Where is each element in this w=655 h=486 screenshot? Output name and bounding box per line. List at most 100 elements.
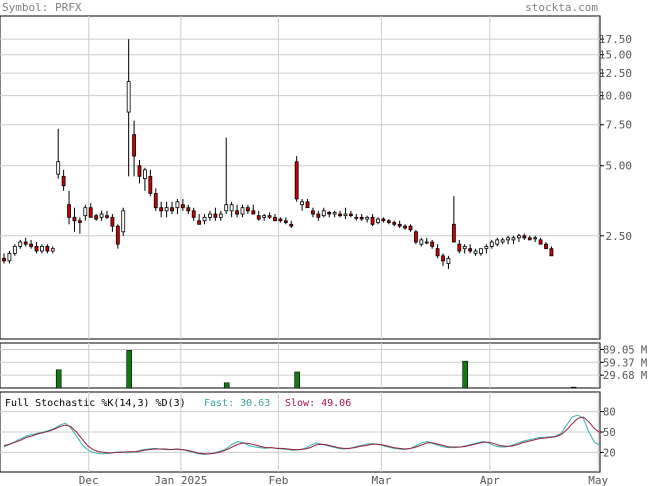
candle-body (29, 243, 34, 247)
candle-body (213, 213, 218, 218)
price-panel (0, 15, 601, 340)
volume-tick-label: 89.05 M (603, 344, 647, 356)
price-axis: 17.50 15.00 12.50 10.00 7.50 5.00 2.50 (599, 33, 632, 243)
price-tick-label: 10.00 (599, 90, 632, 103)
candle-body (18, 241, 23, 247)
candle-body (549, 248, 554, 257)
candle-body (376, 218, 380, 223)
volume-bar (462, 360, 469, 389)
candle-body (262, 215, 267, 218)
candle-body (533, 237, 538, 240)
candle-body (506, 237, 510, 241)
candle-body (40, 246, 44, 252)
candle-body (419, 239, 424, 245)
stochastic-tick-label: 80 (603, 407, 616, 419)
candle-body (414, 231, 418, 243)
candle-body (218, 213, 223, 218)
candle-body (191, 210, 196, 218)
price-tick-label: 5.00 (606, 160, 633, 173)
candle-body (348, 213, 353, 217)
candlestick-series (2, 39, 554, 269)
candle-body (527, 237, 532, 241)
site-label[interactable]: stockta.com (525, 1, 598, 14)
volume-bar (570, 386, 577, 389)
candle-body (430, 241, 435, 247)
candle-body (424, 241, 429, 244)
candle-body (397, 223, 402, 227)
stochastic-slow-label: Slow: 49.06 (285, 398, 351, 409)
candle-body (321, 210, 326, 217)
candle-body (511, 237, 516, 241)
candle-body (267, 215, 272, 218)
price-tick-label: 17.50 (599, 33, 632, 46)
candle-body (354, 216, 359, 219)
candle-body (500, 239, 505, 243)
candle-body (83, 207, 88, 217)
candle-body (23, 241, 28, 245)
candle-body (50, 248, 55, 252)
candle-body (115, 225, 120, 245)
symbol-label: Symbol: PRFX (2, 1, 82, 14)
month-label: Feb (268, 474, 288, 486)
candle-body (273, 216, 277, 222)
stochastic-title: Full Stochastic %K(14,3) %D(3) (5, 398, 186, 409)
candle-body (240, 207, 245, 215)
candle-body (72, 216, 77, 222)
candle-body (403, 225, 407, 229)
grid-lines (0, 16, 600, 472)
candle-body (435, 248, 440, 257)
month-label: Apr (480, 474, 500, 486)
candle-body (479, 248, 483, 254)
candle-body (544, 243, 548, 250)
stochastic-lines (3, 414, 601, 455)
price-tick-label: 7.50 (606, 119, 633, 132)
candle-body (186, 207, 191, 212)
candle-body (327, 212, 332, 215)
candle-body (517, 235, 521, 239)
candle-body (462, 246, 467, 250)
candle-body (468, 248, 473, 252)
candle-body (77, 220, 82, 223)
candle-body (446, 257, 451, 264)
candle-body (451, 223, 456, 243)
candle-body (105, 215, 109, 218)
candle-body (197, 220, 202, 225)
candle-body (278, 218, 283, 222)
candle-body (229, 204, 234, 212)
candle-body (143, 169, 147, 180)
price-tick-label: 15.00 (599, 49, 632, 62)
candle-body (2, 257, 6, 262)
candle-body (208, 213, 212, 218)
candle-body (153, 193, 158, 209)
volume-bar (223, 382, 230, 389)
candle-body (294, 161, 299, 200)
candle-body (386, 220, 391, 223)
candle-body (538, 239, 543, 245)
candle-body (370, 216, 375, 225)
volume-bar (55, 369, 62, 389)
candle-body (457, 243, 462, 252)
slow-d-line (3, 416, 601, 455)
candle-body (381, 218, 386, 222)
candle-body (251, 210, 256, 215)
candle-body (45, 246, 50, 252)
candle-body (126, 81, 131, 113)
candle-body (94, 215, 99, 220)
candle-body (473, 250, 478, 254)
candle-body (56, 161, 61, 175)
candle-body (522, 235, 527, 239)
candle-body (332, 212, 337, 215)
month-label: Jan 2025 (154, 474, 207, 486)
month-label: Dec (79, 474, 99, 486)
candle-body (61, 175, 66, 187)
candle-body (132, 134, 136, 157)
volume-bar (294, 371, 300, 389)
candle-body (121, 210, 126, 233)
volume-panel (0, 342, 601, 389)
candle-body (159, 207, 164, 212)
month-axis: Dec Jan 2025 Feb Mar Apr May (79, 474, 609, 486)
candle-body (484, 246, 489, 250)
candle-body (338, 213, 342, 217)
candle-body (316, 213, 321, 218)
volume-tick-label: 59.37 M (603, 357, 647, 369)
